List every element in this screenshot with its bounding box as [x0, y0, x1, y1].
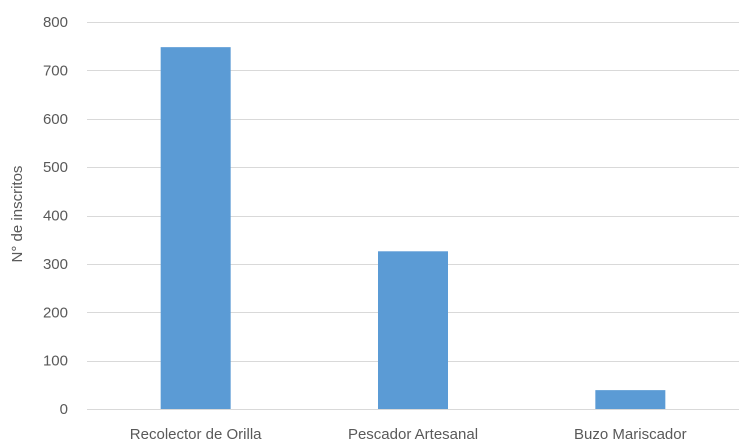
y-tick-label: 100	[43, 353, 68, 370]
bar	[595, 390, 666, 409]
x-tick-label: Buzo Mariscador	[574, 426, 687, 443]
y-axis-title: N° de inscritos	[9, 166, 26, 263]
y-tick-label: 700	[43, 62, 68, 79]
y-axis-ticks: 0 100 200 300 400 500 600 700 800	[43, 14, 68, 418]
y-tick-label: 0	[60, 401, 68, 418]
y-tick-label: 200	[43, 304, 68, 321]
x-tick-label: Recolector de Orilla	[130, 426, 262, 443]
bars	[160, 47, 666, 409]
y-tick-label: 400	[43, 208, 68, 225]
bar	[378, 251, 448, 409]
y-tick-label: 600	[43, 111, 68, 128]
x-tick-label: Pescador Artesanal	[348, 426, 478, 443]
y-tick-label: 300	[43, 256, 68, 273]
y-tick-label: 800	[43, 14, 68, 31]
y-tick-label: 500	[43, 159, 68, 176]
bar	[160, 47, 231, 409]
x-axis-ticks: Recolector de Orilla Pescador Artesanal Bu…	[130, 426, 687, 443]
